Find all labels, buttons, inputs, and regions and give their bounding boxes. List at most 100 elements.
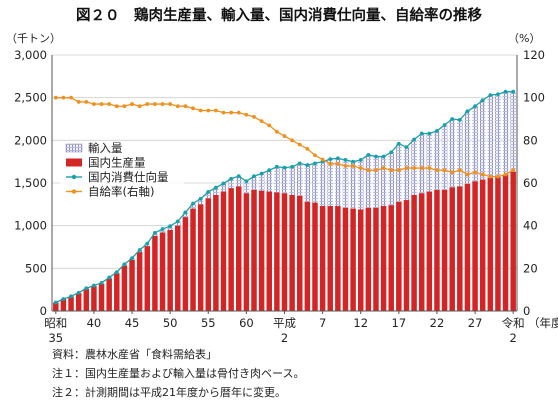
- production-bar: [68, 296, 74, 311]
- consumption-point: [168, 224, 173, 228]
- production-bar: [426, 191, 433, 311]
- self-sufficiency-point: [53, 95, 58, 100]
- self-sufficiency-point: [358, 166, 363, 170]
- production-bar: [304, 201, 311, 311]
- consumption-point: [107, 275, 112, 280]
- self-sufficiency-point: [130, 102, 134, 106]
- consumption-point: [328, 157, 333, 162]
- production-bar: [380, 206, 387, 311]
- consumption-point: [503, 89, 508, 94]
- consumption-point: [191, 201, 195, 206]
- import-bar: [175, 221, 181, 226]
- consumption-point: [213, 185, 218, 190]
- consumption-point: [404, 145, 409, 150]
- self-sufficiency-point: [191, 106, 195, 111]
- production-bar: [464, 183, 471, 311]
- import-bar: [258, 173, 265, 191]
- y-axis-labels: 0 500 1,000 1,500 2,000 2,500 3,000: [14, 48, 47, 318]
- series-lines: [53, 89, 516, 305]
- production-bar: [83, 288, 90, 311]
- production-bar: [75, 293, 82, 311]
- import-bar: [342, 159, 349, 208]
- self-sufficiency-point: [259, 119, 264, 124]
- self-sufficiency-point: [84, 100, 89, 104]
- self-sufficiency-point: [122, 104, 127, 109]
- production-bar: [274, 192, 280, 311]
- x-tick-label: 60: [239, 316, 254, 330]
- production-bar: [281, 193, 288, 311]
- consumption-point: [435, 129, 439, 133]
- production-bar: [213, 194, 219, 311]
- import-bar: [510, 91, 516, 172]
- production-bar: [152, 235, 158, 311]
- self-sufficiency-point: [99, 102, 104, 106]
- self-sufficiency-point: [198, 108, 203, 113]
- import-bar: [228, 178, 234, 189]
- import-bar: [167, 226, 173, 230]
- self-sufficiency-point: [61, 95, 66, 100]
- consumption-point: [290, 164, 295, 169]
- y2-tick-label: 80: [523, 133, 538, 147]
- consumption-point: [412, 137, 416, 142]
- x-tick-label: 昭和: [44, 316, 67, 330]
- production-bar: [472, 181, 478, 311]
- y-tick-label: 2,500: [14, 91, 47, 105]
- consumption-point: [183, 210, 188, 215]
- self-sufficiency-point: [404, 166, 409, 170]
- self-sufficiency-point: [145, 102, 150, 106]
- y-axis-unit: （千トン）: [6, 32, 61, 45]
- consumption-point: [236, 174, 241, 179]
- production-bar: [403, 200, 410, 311]
- self-sufficiency-point: [496, 174, 500, 179]
- production-bar: [167, 229, 173, 311]
- production-bar: [373, 207, 379, 311]
- y2-tick-label: 120: [523, 48, 545, 62]
- self-sufficiency-point: [313, 153, 317, 158]
- y2-tick-label: 100: [523, 91, 545, 105]
- self-sufficiency-point: [396, 168, 401, 173]
- production-bar: [297, 195, 303, 311]
- production-bar: [510, 171, 516, 311]
- production-bar: [495, 177, 501, 311]
- legend-swatch-production: [66, 158, 82, 167]
- x-tick-label: 27: [468, 316, 483, 330]
- self-sufficiency-point: [435, 168, 439, 173]
- consumption-point: [221, 181, 226, 186]
- self-sufficiency-point: [252, 114, 256, 119]
- consumption-point: [427, 131, 432, 136]
- consumption-point: [198, 196, 203, 201]
- production-bar: [502, 174, 509, 311]
- consumption-point: [122, 262, 127, 267]
- y-tick-label: 500: [25, 261, 47, 275]
- production-bar: [396, 201, 402, 311]
- consumption-point: [259, 171, 264, 176]
- y2-axis-unit: （%）: [508, 32, 540, 45]
- self-sufficiency-point: [137, 104, 142, 109]
- legend-label: 国内生産量: [88, 156, 146, 170]
- self-sufficiency-point: [168, 102, 173, 106]
- self-sufficiency-point: [153, 102, 157, 106]
- x-tick-label: 2: [281, 331, 288, 345]
- x-tick-label: 22: [430, 316, 445, 330]
- self-sufficiency-point: [473, 170, 477, 175]
- consumption-point: [61, 297, 66, 301]
- production-bar: [335, 206, 341, 311]
- self-sufficiency-point: [374, 168, 378, 173]
- production-bar: [136, 252, 143, 311]
- self-sufficiency-point: [366, 168, 371, 173]
- production-bar: [388, 205, 394, 311]
- self-sufficiency-point: [381, 166, 386, 170]
- y2-tick-label: 20: [523, 261, 538, 275]
- import-bar: [487, 95, 494, 178]
- consumption-point: [84, 286, 89, 291]
- y-tick-label: 1,000: [14, 219, 47, 233]
- production-bar: [357, 209, 364, 311]
- self-sufficiency-point: [335, 161, 340, 166]
- consumption-point: [99, 280, 104, 285]
- production-bar: [418, 193, 425, 311]
- production-bar: [365, 207, 372, 311]
- self-sufficiency-point: [114, 104, 119, 109]
- self-sufficiency-point: [503, 172, 508, 177]
